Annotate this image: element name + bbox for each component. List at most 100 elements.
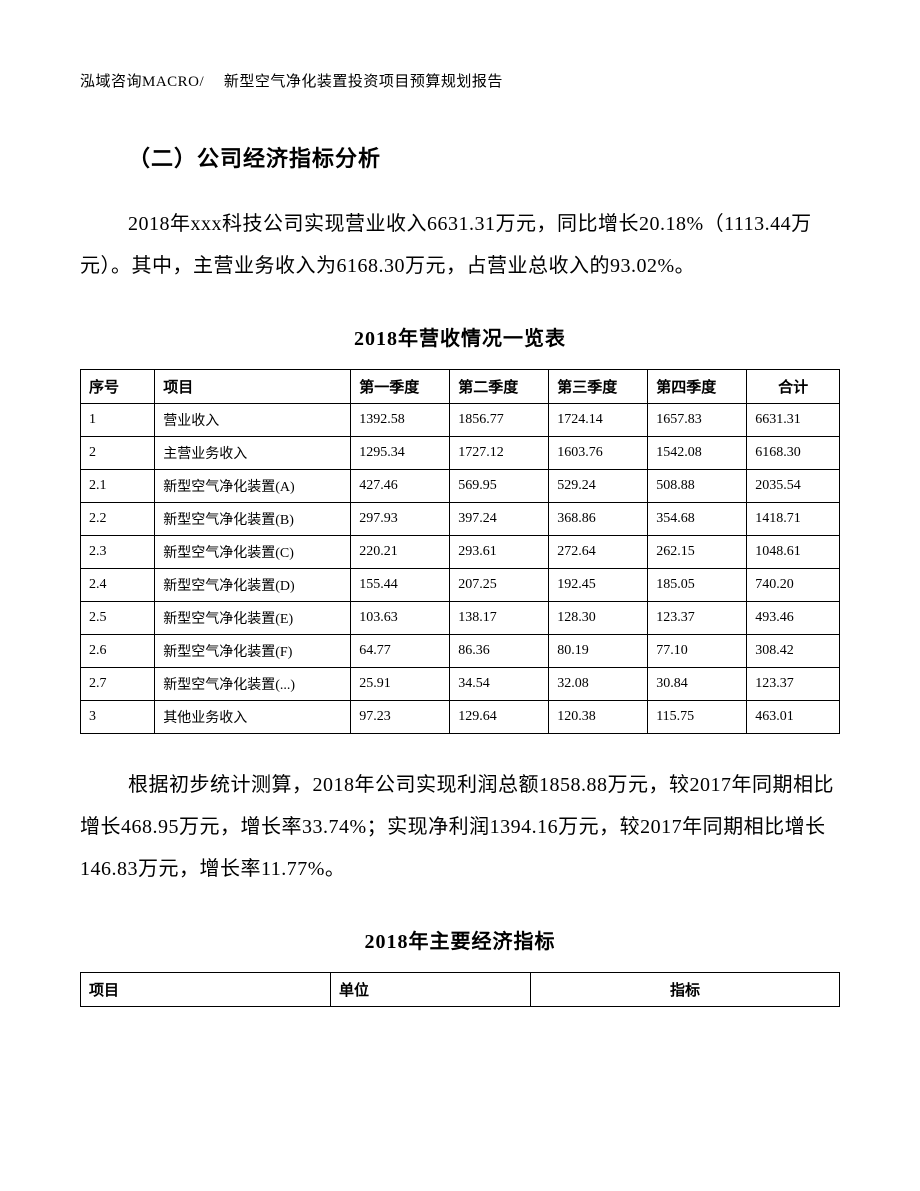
col-header-indicator: 指标 [531, 973, 840, 1007]
table-cell: 192.45 [549, 569, 648, 602]
table-cell: 123.37 [747, 668, 840, 701]
table-cell: 2 [81, 437, 155, 470]
paragraph-2: 根据初步统计测算，2018年公司实现利润总额1858.88万元，较2017年同期… [80, 764, 840, 890]
table-cell: 115.75 [648, 701, 747, 734]
col-header-total: 合计 [747, 370, 840, 404]
col-header-q1: 第一季度 [351, 370, 450, 404]
section-title: （二）公司经济指标分析 [128, 141, 840, 173]
table-cell: 1724.14 [549, 404, 648, 437]
table-cell: 740.20 [747, 569, 840, 602]
table-cell: 新型空气净化装置(D) [155, 569, 351, 602]
table-cell: 120.38 [549, 701, 648, 734]
table-cell: 493.46 [747, 602, 840, 635]
table-cell: 2.6 [81, 635, 155, 668]
table-cell: 272.64 [549, 536, 648, 569]
table2-title: 2018年主要经济指标 [80, 925, 840, 954]
table-cell: 293.61 [450, 536, 549, 569]
table-cell: 30.84 [648, 668, 747, 701]
table-row: 2.3新型空气净化装置(C)220.21293.61272.64262.1510… [81, 536, 840, 569]
table-cell: 25.91 [351, 668, 450, 701]
table-cell: 1727.12 [450, 437, 549, 470]
table-cell: 新型空气净化装置(...) [155, 668, 351, 701]
table-cell: 新型空气净化装置(F) [155, 635, 351, 668]
table-cell: 138.17 [450, 602, 549, 635]
table-cell: 262.15 [648, 536, 747, 569]
table-row: 2.7新型空气净化装置(...)25.9134.5432.0830.84123.… [81, 668, 840, 701]
indicators-table: 项目 单位 指标 [80, 972, 840, 1007]
table1-title: 2018年营收情况一览表 [80, 322, 840, 351]
col-header-unit: 单位 [331, 973, 531, 1007]
table-cell: 新型空气净化装置(A) [155, 470, 351, 503]
table-cell: 2.2 [81, 503, 155, 536]
table-header-row: 序号 项目 第一季度 第二季度 第三季度 第四季度 合计 [81, 370, 840, 404]
table-cell: 128.30 [549, 602, 648, 635]
table-cell: 1295.34 [351, 437, 450, 470]
table-cell: 营业收入 [155, 404, 351, 437]
table-cell: 1657.83 [648, 404, 747, 437]
table-cell: 3 [81, 701, 155, 734]
table-row: 3其他业务收入97.23129.64120.38115.75463.01 [81, 701, 840, 734]
table-cell: 463.01 [747, 701, 840, 734]
table-cell: 86.36 [450, 635, 549, 668]
table-row: 2.1新型空气净化装置(A)427.46569.95529.24508.8820… [81, 470, 840, 503]
table-cell: 129.64 [450, 701, 549, 734]
table-cell: 427.46 [351, 470, 450, 503]
table-cell: 新型空气净化装置(E) [155, 602, 351, 635]
table-cell: 207.25 [450, 569, 549, 602]
table-cell: 123.37 [648, 602, 747, 635]
table-cell: 2.7 [81, 668, 155, 701]
table-cell: 主营业务收入 [155, 437, 351, 470]
table-cell: 297.93 [351, 503, 450, 536]
table-cell: 97.23 [351, 701, 450, 734]
table-row: 1营业收入1392.581856.771724.141657.836631.31 [81, 404, 840, 437]
col-header-q3: 第三季度 [549, 370, 648, 404]
table-cell: 354.68 [648, 503, 747, 536]
table-cell: 2.3 [81, 536, 155, 569]
table-row: 2.2新型空气净化装置(B)297.93397.24368.86354.6814… [81, 503, 840, 536]
table-cell: 新型空气净化装置(B) [155, 503, 351, 536]
table-row: 2主营业务收入1295.341727.121603.761542.086168.… [81, 437, 840, 470]
revenue-table: 序号 项目 第一季度 第二季度 第三季度 第四季度 合计 1营业收入1392.5… [80, 369, 840, 734]
table-cell: 80.19 [549, 635, 648, 668]
table-cell: 6168.30 [747, 437, 840, 470]
table-row: 2.4新型空气净化装置(D)155.44207.25192.45185.0574… [81, 569, 840, 602]
table-cell: 34.54 [450, 668, 549, 701]
col-header-item: 项目 [81, 973, 331, 1007]
table-cell: 103.63 [351, 602, 450, 635]
table-cell: 368.86 [549, 503, 648, 536]
table-cell: 185.05 [648, 569, 747, 602]
table-cell: 1856.77 [450, 404, 549, 437]
table-cell: 新型空气净化装置(C) [155, 536, 351, 569]
table-cell: 2.1 [81, 470, 155, 503]
table-cell: 32.08 [549, 668, 648, 701]
table-header-row: 项目 单位 指标 [81, 973, 840, 1007]
col-header-item: 项目 [155, 370, 351, 404]
table-cell: 1418.71 [747, 503, 840, 536]
table-cell: 155.44 [351, 569, 450, 602]
table-cell: 2035.54 [747, 470, 840, 503]
table-cell: 6631.31 [747, 404, 840, 437]
table-cell: 529.24 [549, 470, 648, 503]
paragraph-1: 2018年xxx科技公司实现营业收入6631.31万元，同比增长20.18%（1… [80, 203, 840, 287]
table-cell: 569.95 [450, 470, 549, 503]
col-header-q4: 第四季度 [648, 370, 747, 404]
table-row: 2.6新型空气净化装置(F)64.7786.3680.1977.10308.42 [81, 635, 840, 668]
table-cell: 1048.61 [747, 536, 840, 569]
table-cell: 1542.08 [648, 437, 747, 470]
table-row: 2.5新型空气净化装置(E)103.63138.17128.30123.3749… [81, 602, 840, 635]
col-header-q2: 第二季度 [450, 370, 549, 404]
table-cell: 64.77 [351, 635, 450, 668]
table-cell: 1392.58 [351, 404, 450, 437]
table-cell: 220.21 [351, 536, 450, 569]
table-cell: 1 [81, 404, 155, 437]
table-cell: 308.42 [747, 635, 840, 668]
table-cell: 2.4 [81, 569, 155, 602]
table-cell: 77.10 [648, 635, 747, 668]
table-cell: 508.88 [648, 470, 747, 503]
page-header: 泓域咨询MACRO/ 新型空气净化装置投资项目预算规划报告 [80, 70, 840, 91]
table-cell: 其他业务收入 [155, 701, 351, 734]
col-header-seq: 序号 [81, 370, 155, 404]
table-cell: 1603.76 [549, 437, 648, 470]
table-cell: 397.24 [450, 503, 549, 536]
table-cell: 2.5 [81, 602, 155, 635]
